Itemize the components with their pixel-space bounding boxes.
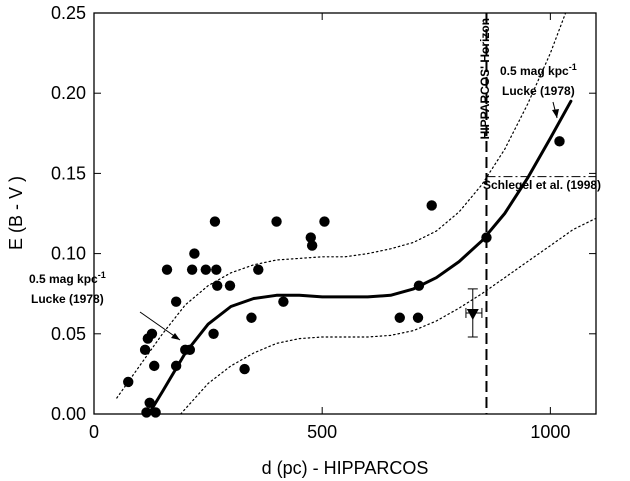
x-axis-title: d (pc) - HIPPARCOS bbox=[262, 458, 429, 478]
data-point bbox=[271, 216, 282, 227]
x-tick-label: 1000 bbox=[530, 422, 570, 442]
data-point bbox=[253, 264, 264, 275]
data-point bbox=[149, 360, 160, 372]
data-point bbox=[161, 264, 173, 275]
fit-curve bbox=[147, 99, 573, 414]
data-point bbox=[189, 248, 200, 259]
data-point bbox=[184, 344, 196, 356]
data-point bbox=[246, 312, 257, 323]
data-point bbox=[144, 397, 155, 408]
data-point bbox=[208, 328, 219, 339]
data-point bbox=[209, 216, 221, 227]
data-point bbox=[412, 312, 424, 323]
data-point bbox=[554, 136, 565, 147]
y-tick-label: 0.00 bbox=[51, 404, 86, 424]
lucke-right-line2: Lucke (1978) bbox=[502, 84, 575, 98]
data-points bbox=[123, 136, 565, 418]
y-tick-label: 0.20 bbox=[51, 83, 86, 103]
data-point bbox=[413, 280, 425, 291]
y-axis-title: E (B - V ) bbox=[6, 176, 26, 250]
data-point bbox=[211, 264, 222, 275]
data-point bbox=[141, 407, 152, 418]
y-tick-label: 0.25 bbox=[51, 3, 86, 23]
horizon-label: HIPPARCOS' Horizon bbox=[478, 18, 492, 139]
data-point bbox=[170, 296, 182, 307]
data-point bbox=[481, 232, 492, 243]
lucke-left-line1: 0.5 mag kpc-1 bbox=[29, 270, 106, 286]
plot-frame bbox=[93, 12, 597, 415]
y-tick-label: 0.15 bbox=[51, 163, 86, 183]
data-point bbox=[305, 232, 316, 243]
schlegel-label: Schlegel et al. (1998) bbox=[483, 178, 601, 192]
axes: 0 500 1000 0.00 0.05 0.10 0.15 0.20 0.25 bbox=[51, 3, 597, 442]
lucke-right-arrowhead bbox=[552, 109, 559, 118]
data-point bbox=[170, 360, 182, 372]
data-point bbox=[200, 264, 212, 275]
series-lines bbox=[116, 13, 596, 414]
confidence-curve bbox=[180, 217, 596, 414]
data-point bbox=[319, 216, 330, 227]
data-point bbox=[150, 407, 161, 418]
lucke-left-arrowhead bbox=[171, 333, 180, 340]
data-point bbox=[139, 344, 151, 356]
data-point bbox=[278, 296, 289, 307]
lucke-right-line1: 0.5 mag kpc-1 bbox=[500, 62, 577, 78]
data-point bbox=[239, 363, 250, 375]
y-tick-label: 0.05 bbox=[51, 324, 86, 344]
data-point bbox=[306, 240, 318, 251]
y-tick-label: 0.10 bbox=[51, 244, 86, 264]
data-point bbox=[394, 312, 405, 323]
data-point bbox=[123, 376, 134, 388]
data-point bbox=[146, 328, 158, 339]
confidence-curve bbox=[116, 13, 567, 399]
x-tick-label: 0 bbox=[89, 422, 99, 442]
data-point bbox=[186, 264, 198, 275]
data-point bbox=[426, 200, 437, 211]
triangle-marker bbox=[466, 308, 479, 320]
data-point bbox=[212, 280, 223, 291]
data-point bbox=[224, 280, 236, 291]
x-tick-label: 500 bbox=[307, 422, 337, 442]
lucke-left-line2: Lucke (1978) bbox=[31, 292, 104, 306]
